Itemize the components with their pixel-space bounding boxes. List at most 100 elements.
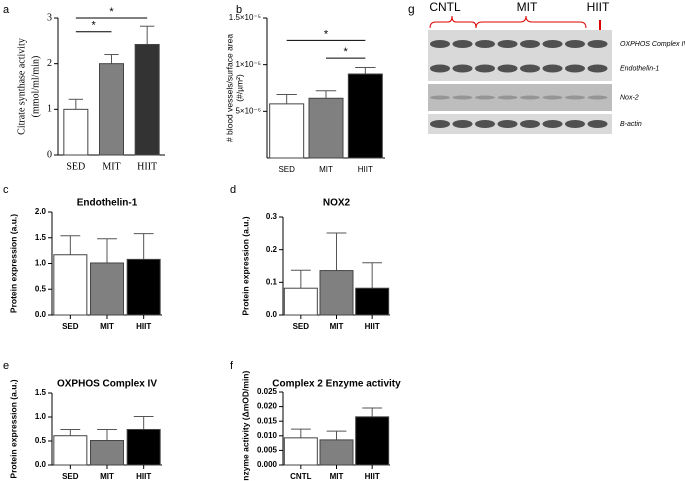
blot-band: [520, 64, 540, 73]
group-bracket: [429, 15, 477, 29]
panel-label: f: [230, 360, 234, 372]
y-tick-label: 0.005: [257, 446, 278, 455]
panel-label: e: [3, 360, 9, 372]
x-tick-label: SED: [66, 161, 85, 172]
panel: f Complex 2 Enzyme activity Enzyme activit…: [230, 360, 401, 481]
bar: [319, 270, 354, 316]
blot-band: [520, 95, 540, 100]
bar: [269, 103, 305, 159]
x-tick-label: SED: [62, 472, 79, 481]
y-tick-label: 0.020: [257, 402, 278, 411]
panel-label: a: [3, 4, 10, 16]
y-axis-label: Enzyme activity (ΔmOD/min): [240, 370, 250, 481]
chart-title: Complex 2 Enzyme activity: [272, 379, 401, 390]
bar: [63, 108, 89, 156]
y-tick-label: 0.015: [257, 416, 278, 425]
significance-star: *: [324, 28, 329, 40]
group-label: HIIT: [587, 0, 610, 14]
bar: [53, 254, 88, 316]
y-tick-label: 0.1: [266, 277, 278, 286]
x-tick-label: SED: [278, 165, 295, 174]
x-tick-label: MIT: [100, 322, 114, 331]
y-tick-label: 0.0: [266, 310, 278, 319]
blot-band: [452, 64, 473, 73]
group-label: MIT: [517, 0, 538, 14]
y-tick-label: 1.0: [35, 259, 47, 268]
y-tick-label: 0.010: [257, 431, 278, 440]
y-tick-label: 1.5: [35, 388, 47, 397]
chart-title: Endothelin-1: [77, 198, 138, 209]
bar: [319, 439, 354, 466]
y-tick-label: 0.5: [35, 436, 47, 445]
blot-panel: g CNTL MIT HIIT OXPHOS Complex IV Endothelin-…: [408, 0, 685, 134]
blot-band: [430, 120, 450, 128]
blot-band: [565, 120, 585, 128]
x-tick-label: HIIT: [365, 322, 380, 331]
chart-title: OXPHOS Complex IV: [57, 379, 157, 390]
band-label: Nox-2: [620, 94, 639, 101]
x-tick-label: HIIT: [136, 322, 151, 331]
blot-band: [542, 64, 563, 73]
blot-band: [475, 120, 495, 128]
bar: [126, 428, 161, 466]
blot-band: [452, 95, 473, 100]
significance-star: *: [109, 6, 114, 18]
panel: b # blood vessels/surface area (#/µm²) 5×10…: [224, 4, 385, 174]
y-tick-label: 5×10⁻⁶: [235, 106, 261, 115]
y-tick-label: 0.2: [266, 245, 278, 254]
blot-band: [430, 95, 450, 100]
panel: d NOX2 Protein expression (a.u.) 0.0 0.1 0.2 0…: [230, 184, 390, 331]
bar: [355, 287, 390, 316]
blot-band: [497, 40, 518, 48]
bar: [126, 258, 161, 316]
group-label: CNTL: [429, 0, 461, 14]
x-tick-label: MIT: [330, 322, 344, 331]
y-axis-label: Protein expression (a.u.): [240, 216, 250, 315]
blot-band: [520, 40, 540, 48]
y-tick-label: 2.0: [35, 207, 47, 216]
blot-band: [542, 95, 563, 100]
y-axis-label: Citrate synthase activity: [16, 38, 27, 135]
blot-band: [497, 120, 518, 128]
bar: [134, 43, 160, 156]
blot-band: [452, 40, 473, 48]
blot-band: [542, 120, 563, 128]
x-tick-label: MIT: [319, 165, 333, 174]
bar: [308, 97, 344, 159]
blot-band: [587, 64, 608, 73]
y-tick-label: 0: [47, 149, 52, 160]
panel: c Endothelin-1 Protein expression (a.u.) 0.…: [3, 184, 162, 331]
blot-band: [475, 40, 495, 48]
band-label: OXPHOS Complex IV: [620, 41, 685, 48]
x-tick-label: SED: [293, 322, 310, 331]
significance-star: *: [344, 46, 349, 58]
y-axis-label: Protein expression (a.u.): [8, 379, 18, 478]
band-label: Endothelin-1: [620, 65, 659, 72]
blot-band: [430, 40, 450, 48]
y-axis-label: Protein expression (a.u.): [8, 214, 18, 313]
blot-band: [497, 64, 518, 73]
blot-band: [542, 40, 563, 48]
significance-star: *: [92, 20, 97, 32]
x-tick-label: SED: [62, 322, 79, 331]
bar: [283, 287, 318, 316]
blot-band: [565, 64, 585, 73]
x-tick-label: HIIT: [137, 161, 157, 172]
bar: [90, 440, 124, 466]
blot-band: [587, 120, 608, 128]
y-axis-label: (mmol/ml/min): [30, 56, 41, 118]
panel-label: b: [236, 4, 242, 16]
x-tick-label: MIT: [330, 472, 344, 481]
panel: a Citrate synthase activity (mmol/ml/min) 0…: [3, 4, 165, 172]
y-axis-label: # blood vessels/surface area: [224, 34, 234, 142]
y-tick-label: 0.0: [35, 460, 47, 469]
panel: e OXPHOS Complex IV Protein expression (a.…: [3, 360, 162, 481]
blot-band: [430, 64, 450, 73]
panel-label: d: [230, 184, 236, 196]
y-tick-label: 1×10⁻⁵: [235, 60, 261, 69]
y-tick-label: 1.5×10⁻⁵: [229, 13, 261, 22]
bar: [53, 435, 88, 466]
x-tick-label: CNTL: [290, 472, 311, 481]
x-tick-label: HIIT: [358, 165, 373, 174]
bar: [99, 63, 124, 156]
